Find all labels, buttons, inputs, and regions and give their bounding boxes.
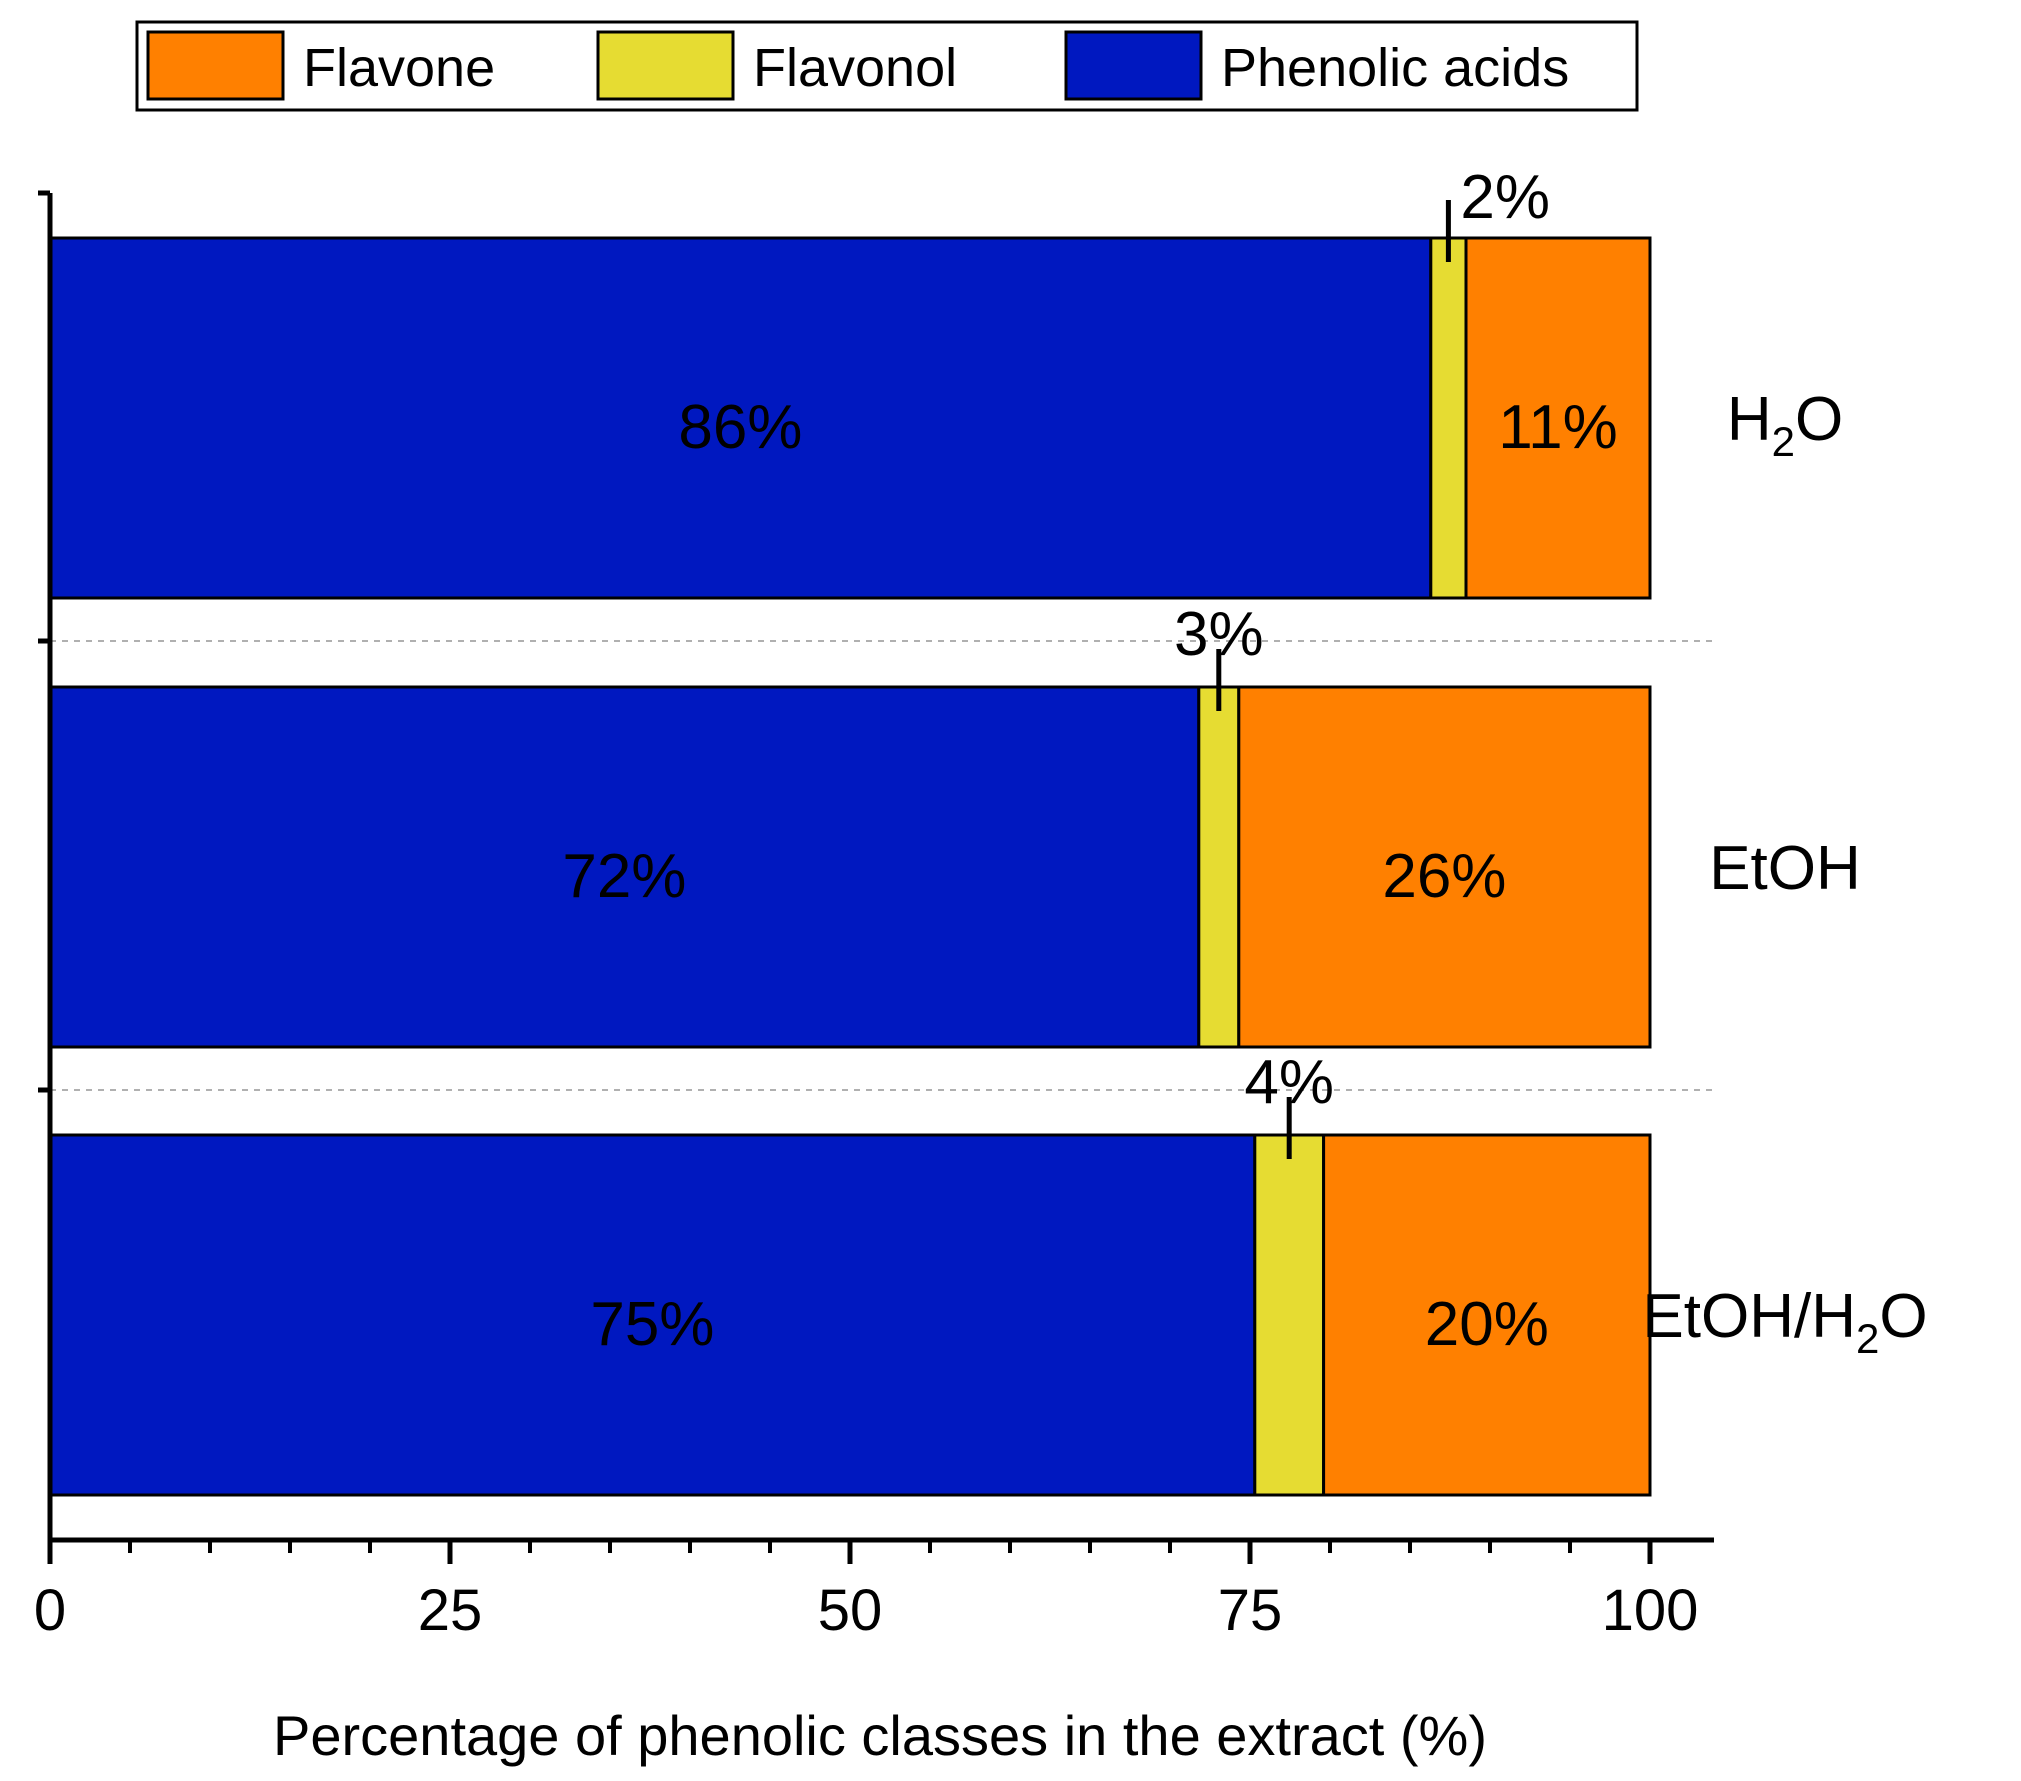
legend-swatch-flavonol: [596, 30, 735, 101]
category-label: EtOH/H2O: [1642, 1282, 1927, 1362]
data-label-phenolic-acids: 75%: [590, 1290, 714, 1359]
x-axis-title: Percentage of phenolic classes in the ex…: [273, 1704, 1487, 1767]
category-label-main: EtOH: [1709, 834, 1861, 903]
category-label-tail: O: [1795, 385, 1843, 454]
x-tick-label: 100: [1602, 1578, 1699, 1643]
category-label-main: H: [1727, 385, 1772, 454]
legend-swatch-phenolic-acids: [1064, 30, 1203, 101]
category-label-subscript: 2: [1856, 1315, 1879, 1362]
legend-label: Flavone: [303, 38, 495, 98]
x-axis: 0 25 50 75 100: [34, 190, 1714, 1643]
category-label-main: EtOH/H: [1642, 1282, 1856, 1351]
legend-box: [135, 20, 1639, 112]
bar-flavonol: [1197, 685, 1241, 1049]
category-label: H2O: [1727, 385, 1843, 465]
x-tick-label: 50: [818, 1578, 883, 1643]
legend-swatch-flavone: [146, 30, 285, 101]
data-label-flavone: 11%: [1498, 393, 1618, 462]
data-labels: 86% 11% 2% 72% 26% 3% 75% 20% 4%: [562, 163, 1617, 1359]
category-label-tail: O: [1879, 1282, 1927, 1351]
bar-flavonol: [1253, 1133, 1326, 1497]
bar-phenolic-acids: [48, 236, 1433, 600]
bar-flavonol: [1429, 236, 1468, 600]
bar-flavone: [1464, 236, 1652, 600]
data-label-phenolic-acids: 86%: [678, 393, 802, 462]
bar-flavone: [1322, 1133, 1652, 1497]
bars: [48, 236, 1652, 1497]
x-tick-label: 75: [1218, 1578, 1283, 1643]
bar-flavone: [1237, 685, 1652, 1049]
data-label-flavonol: 4%: [1244, 1048, 1334, 1117]
legend-label: Phenolic acids: [1221, 38, 1569, 98]
x-tick-label: 0: [34, 1578, 66, 1643]
category-label: EtOH: [1709, 834, 1861, 903]
data-label-flavonol: 3%: [1174, 600, 1264, 669]
data-label-flavone: 26%: [1382, 842, 1506, 911]
x-tick-label: 25: [418, 1578, 483, 1643]
data-label-flavone: 20%: [1425, 1290, 1549, 1359]
category-label-subscript: 2: [1772, 418, 1795, 465]
legend-label: Flavonol: [753, 38, 957, 98]
separator-lines: [50, 640, 1715, 1091]
legend: Flavone Flavonol Phenolic acids: [135, 20, 1639, 112]
data-label-phenolic-acids: 72%: [562, 842, 686, 911]
data-label-flavonol: 2%: [1460, 163, 1550, 232]
